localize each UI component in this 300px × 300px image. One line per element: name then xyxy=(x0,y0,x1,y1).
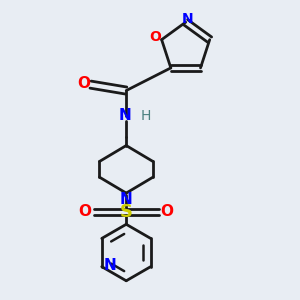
Text: O: O xyxy=(161,204,174,219)
Text: N: N xyxy=(182,12,194,26)
Text: N: N xyxy=(120,192,133,207)
Text: S: S xyxy=(120,203,133,221)
Text: N: N xyxy=(104,258,116,273)
Text: O: O xyxy=(149,30,161,44)
Text: H: H xyxy=(140,109,151,123)
Text: N: N xyxy=(118,108,131,123)
Text: O: O xyxy=(79,204,92,219)
Text: O: O xyxy=(77,76,91,91)
